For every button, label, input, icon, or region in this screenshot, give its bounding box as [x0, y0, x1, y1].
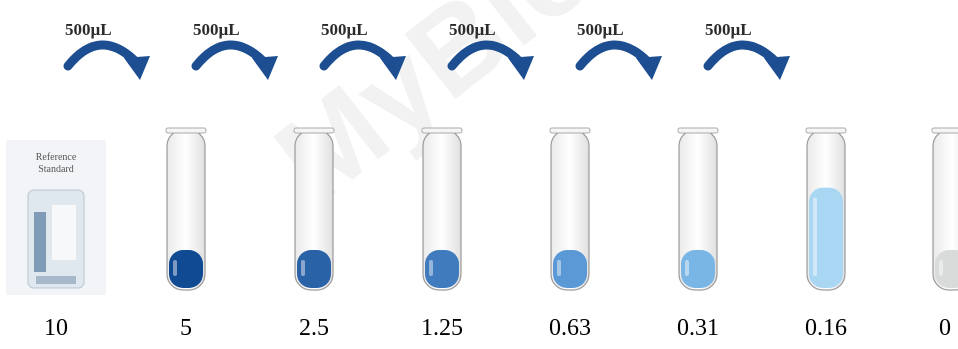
- transfer-arrows: 500µL 500µL 500µL 500µL 500µL 500µL: [63, 20, 790, 80]
- concentration-value: 0.31: [677, 315, 719, 341]
- tube-liquid: [935, 250, 958, 288]
- curved-arrow-icon: [191, 40, 269, 71]
- test-tube: [931, 127, 958, 291]
- curved-arrow-icon: [575, 40, 653, 71]
- test-tube: [293, 127, 335, 291]
- arrowhead-icon: [508, 56, 534, 80]
- curved-arrow-icon: [447, 40, 525, 71]
- transfer-step: 500µL: [447, 20, 534, 80]
- tube-liquid: [809, 187, 843, 288]
- test-tube: [165, 127, 207, 291]
- curved-arrow-icon: [703, 40, 781, 71]
- tube-liquid: [553, 250, 587, 288]
- tube-liquid: [297, 250, 331, 288]
- transfer-step: 500µL: [319, 20, 406, 80]
- transfer-volume-label: 500µL: [449, 20, 496, 39]
- dilution-tubes: [165, 127, 958, 291]
- transfer-step: 500µL: [63, 20, 150, 80]
- transfer-step: 500µL: [703, 20, 790, 80]
- test-tube: [805, 127, 847, 291]
- concentration-value: 0.16: [805, 315, 847, 341]
- transfer-volume-label: 500µL: [577, 20, 624, 39]
- concentration-labels: 10 5 2.5 1.25 0.63 0.31 0.16 0: [44, 315, 951, 341]
- arrowhead-icon: [380, 56, 406, 80]
- arrowhead-icon: [252, 56, 278, 80]
- concentration-value: 5: [180, 315, 192, 341]
- curved-arrow-icon: [319, 40, 397, 71]
- reference-label-line1: Reference: [36, 152, 77, 163]
- tube-liquid: [169, 250, 203, 288]
- test-tube: [549, 127, 591, 291]
- transfer-step: 500µL: [575, 20, 662, 80]
- concentration-value: 0.63: [549, 315, 591, 341]
- concentration-value: 0: [939, 315, 951, 341]
- curved-arrow-icon: [63, 40, 141, 71]
- reference-standard-vial: Reference Standard: [6, 140, 106, 295]
- transfer-step: 500µL: [191, 20, 278, 80]
- tube-liquid: [425, 250, 459, 288]
- arrowhead-icon: [636, 56, 662, 80]
- transfer-volume-label: 500µL: [321, 20, 368, 39]
- test-tube: [421, 127, 463, 291]
- tube-liquid: [681, 250, 715, 288]
- concentration-value: 10: [44, 315, 68, 341]
- concentration-value: 1.25: [421, 315, 463, 341]
- arrowhead-icon: [764, 56, 790, 80]
- test-tube: [677, 127, 719, 291]
- transfer-volume-label: 500µL: [65, 20, 112, 39]
- transfer-volume-label: 500µL: [193, 20, 240, 39]
- concentration-value: 2.5: [299, 315, 329, 341]
- arrowhead-icon: [124, 56, 150, 80]
- transfer-volume-label: 500µL: [705, 20, 752, 39]
- reference-label-line2: Standard: [38, 164, 74, 175]
